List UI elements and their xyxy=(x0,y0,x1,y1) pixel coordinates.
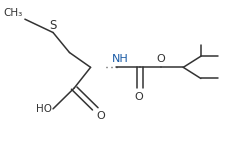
Text: HO: HO xyxy=(36,104,52,114)
Text: CH₃: CH₃ xyxy=(3,8,23,18)
Text: S: S xyxy=(49,19,57,32)
Text: O: O xyxy=(156,54,165,64)
Text: O: O xyxy=(134,92,143,102)
Text: O: O xyxy=(96,111,105,121)
Text: NH: NH xyxy=(112,54,128,64)
